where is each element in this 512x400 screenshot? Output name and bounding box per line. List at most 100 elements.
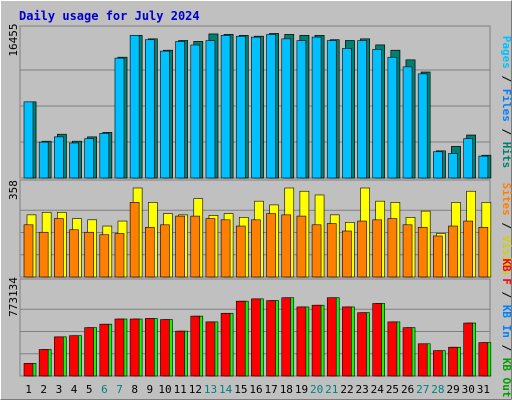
legend-hits: Hits bbox=[500, 142, 512, 169]
day-label-31: 31 bbox=[477, 383, 490, 396]
visits-ymax-label: 358 bbox=[7, 180, 20, 200]
day-label-15: 15 bbox=[234, 383, 247, 396]
bar-sites-day-27 bbox=[417, 226, 428, 278]
bar-kb-f-day-20 bbox=[311, 304, 322, 377]
bar-sites-day-11 bbox=[175, 215, 185, 278]
bar-sites-day-15 bbox=[235, 225, 246, 278]
bar-pages-day-16 bbox=[251, 36, 261, 179]
day-label-2: 2 bbox=[40, 383, 47, 396]
day-label-22: 22 bbox=[340, 383, 353, 396]
bar-sites-day-23 bbox=[357, 220, 367, 278]
day-label-24: 24 bbox=[371, 383, 385, 396]
day-label-17: 17 bbox=[265, 383, 278, 396]
bar-pages-day-7 bbox=[114, 57, 125, 179]
bar-kb-f-day-13 bbox=[205, 321, 216, 377]
day-label-29: 29 bbox=[446, 383, 459, 396]
bar-pages-day-9 bbox=[144, 39, 155, 179]
bar-kb-f-day-25 bbox=[387, 321, 398, 377]
bar-kb-f-day-28 bbox=[433, 350, 443, 377]
bar-kb-f-day-15 bbox=[235, 300, 246, 377]
bar-kb-f-day-10 bbox=[160, 319, 170, 377]
bar-sites-day-2 bbox=[38, 231, 49, 278]
bar-sites-day-30 bbox=[463, 220, 473, 278]
day-label-14: 14 bbox=[219, 383, 233, 396]
bar-sites-day-1 bbox=[23, 224, 34, 278]
bar-kb-f-day-23 bbox=[357, 312, 367, 377]
day-label-27: 27 bbox=[416, 383, 429, 396]
day-label-13: 13 bbox=[204, 383, 217, 396]
day-label-16: 16 bbox=[249, 383, 262, 396]
bar-sites-day-24 bbox=[372, 219, 383, 278]
bar-pages-day-12 bbox=[190, 44, 201, 179]
bar-kb-f-day-8 bbox=[129, 318, 140, 377]
bar-kb-f-day-11 bbox=[175, 330, 185, 377]
bar-sites-day-14 bbox=[220, 219, 231, 278]
bar-kb-f-day-27 bbox=[417, 343, 428, 377]
day-label-26: 26 bbox=[401, 383, 414, 396]
bar-pages-day-28 bbox=[433, 151, 443, 179]
bar-kb-f-day-14 bbox=[220, 312, 231, 377]
bar-sites-day-10 bbox=[160, 224, 170, 278]
bar-sites-day-6 bbox=[99, 234, 110, 278]
bar-sites-day-12 bbox=[190, 215, 201, 278]
bar-kb-f-day-24 bbox=[372, 303, 383, 377]
bar-pages-day-25 bbox=[387, 56, 398, 179]
bar-kb-f-day-31 bbox=[478, 342, 489, 377]
day-label-1: 1 bbox=[25, 383, 32, 396]
day-label-20: 20 bbox=[310, 383, 323, 396]
legend-sites: Sites bbox=[500, 183, 512, 216]
bar-sites-day-20 bbox=[311, 224, 322, 278]
bar-pages-day-13 bbox=[205, 40, 216, 179]
legend-separator-5: / bbox=[500, 338, 512, 358]
day-label-4: 4 bbox=[71, 383, 78, 396]
legend-separator-2: / bbox=[500, 122, 512, 142]
bar-sites-day-25 bbox=[387, 218, 398, 278]
bar-kb-f-day-6 bbox=[99, 323, 110, 377]
day-label-8: 8 bbox=[131, 383, 138, 396]
bar-sites-day-9 bbox=[144, 226, 155, 278]
bar-sites-day-19 bbox=[296, 215, 307, 278]
bar-pages-day-17 bbox=[266, 34, 276, 179]
bar-kb-f-day-12 bbox=[190, 315, 201, 377]
hits-files-pages-bars bbox=[23, 33, 492, 179]
bar-kb-f-day-18 bbox=[281, 297, 292, 377]
day-axis-labels: 1 2 3 4 5 6 7 8 9 10 11 12 13 14 15 16 17 18 19 20 21 22 23 24 2… bbox=[25, 383, 490, 396]
bar-kb-f-day-17 bbox=[266, 300, 276, 377]
day-label-11: 11 bbox=[174, 383, 187, 396]
bar-kb-f-day-3 bbox=[54, 336, 64, 377]
bar-sites-day-18 bbox=[281, 214, 292, 278]
bar-sites-day-16 bbox=[251, 219, 261, 278]
bar-pages-day-1 bbox=[23, 101, 34, 179]
bar-pages-day-23 bbox=[357, 40, 367, 179]
visits-legend: Sites / Visits bbox=[500, 183, 512, 276]
day-label-9: 9 bbox=[147, 383, 154, 396]
day-label-6: 6 bbox=[101, 383, 108, 396]
bar-pages-day-15 bbox=[235, 35, 246, 179]
chart-title: Daily usage for July 2024 bbox=[19, 9, 200, 23]
bar-pages-day-6 bbox=[99, 133, 110, 179]
bar-kb-f-day-16 bbox=[251, 298, 261, 377]
bar-pages-day-4 bbox=[69, 142, 79, 179]
bar-sites-day-22 bbox=[342, 230, 352, 278]
bar-pages-day-21 bbox=[326, 40, 337, 179]
bar-sites-day-17 bbox=[266, 213, 276, 278]
bar-sites-day-4 bbox=[69, 229, 79, 278]
kbytes-bars bbox=[23, 297, 492, 377]
bar-sites-day-7 bbox=[114, 233, 125, 278]
day-label-23: 23 bbox=[356, 383, 369, 396]
visits-sites-bars bbox=[23, 187, 492, 278]
day-label-12: 12 bbox=[189, 383, 202, 396]
legend-separator-3: / bbox=[500, 216, 512, 236]
legend-separator-1: / bbox=[500, 69, 512, 89]
bar-pages-day-3 bbox=[54, 136, 64, 179]
bar-pages-day-11 bbox=[175, 41, 185, 179]
bar-pages-day-19 bbox=[296, 40, 307, 179]
bar-kb-f-day-1 bbox=[23, 363, 34, 377]
day-label-19: 19 bbox=[295, 383, 308, 396]
bar-kb-f-day-5 bbox=[84, 327, 94, 377]
day-label-7: 7 bbox=[116, 383, 123, 396]
legend-pages: Pages bbox=[500, 36, 512, 69]
bar-sites-day-26 bbox=[402, 224, 413, 278]
bar-pages-day-31 bbox=[478, 155, 489, 179]
bar-kb-f-day-26 bbox=[402, 327, 413, 377]
